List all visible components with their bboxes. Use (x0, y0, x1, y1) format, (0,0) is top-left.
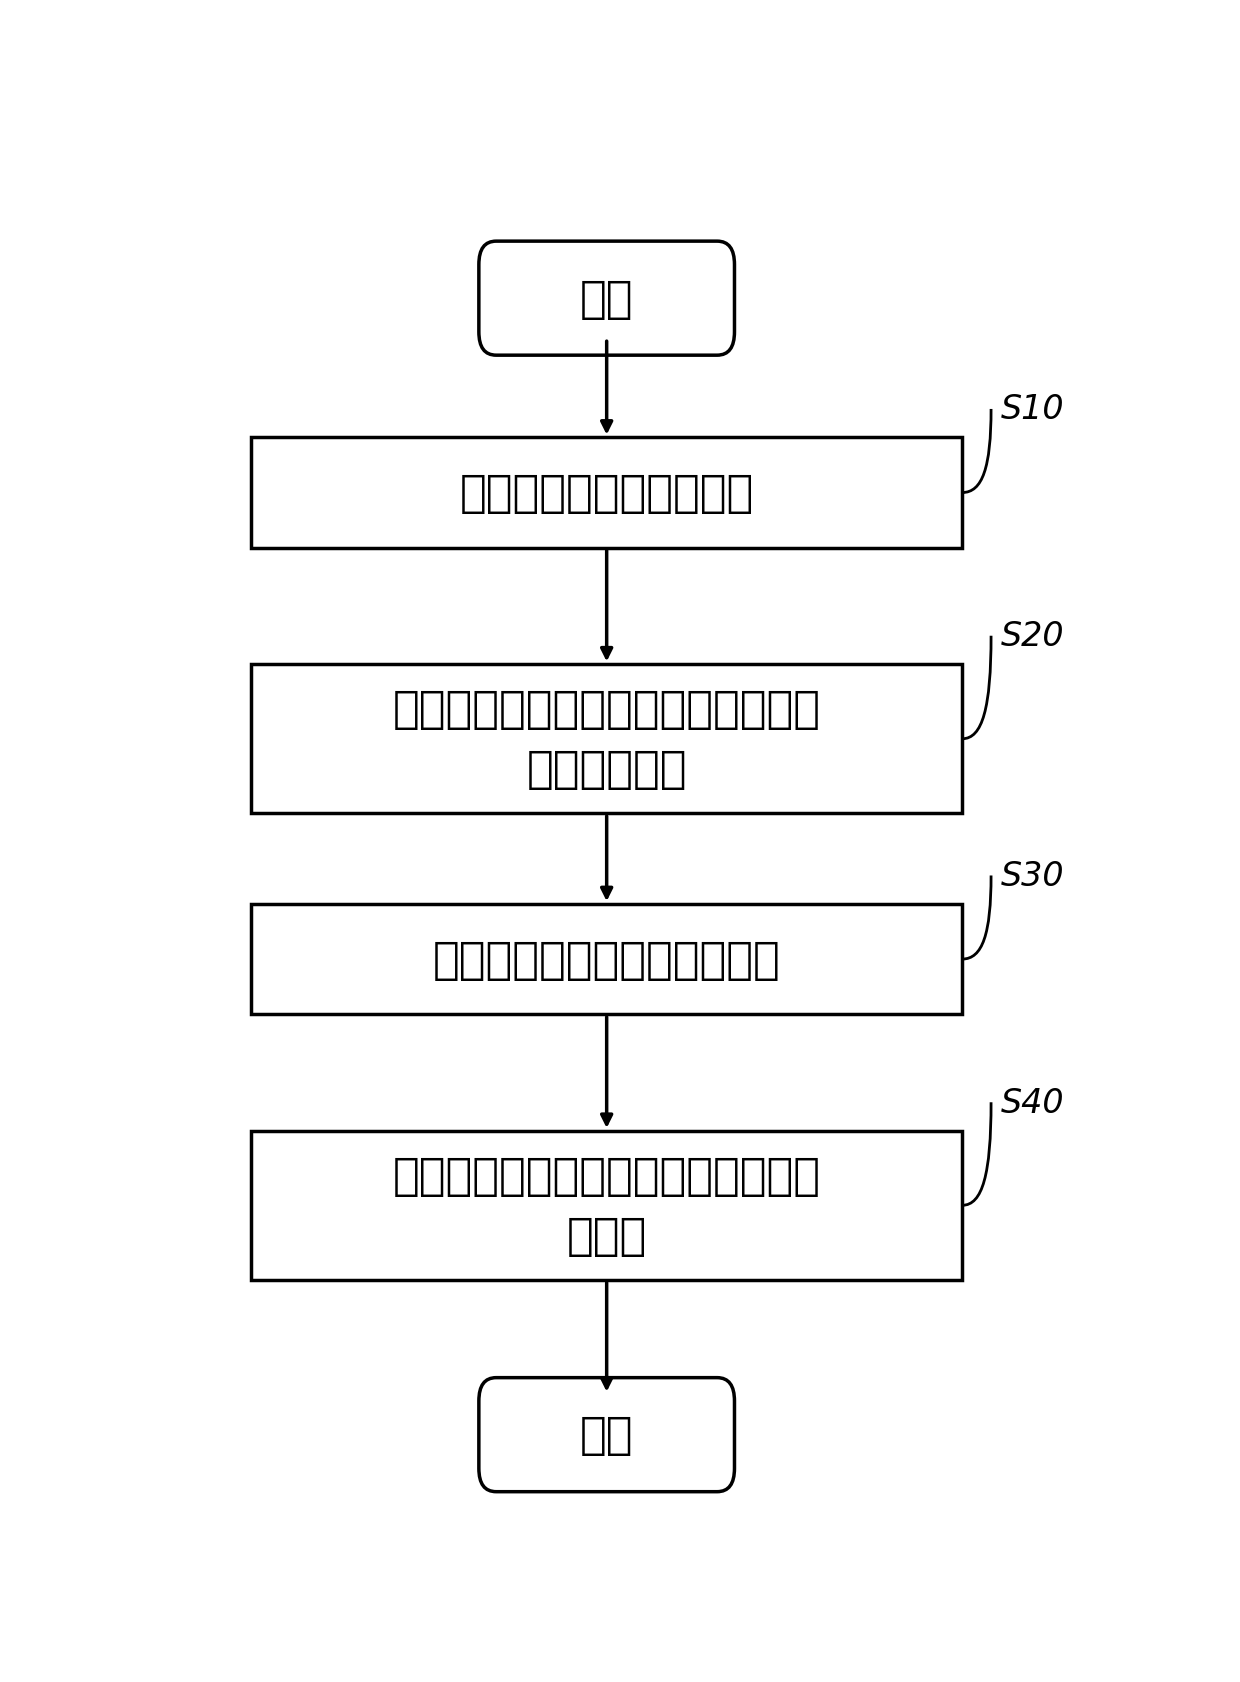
FancyBboxPatch shape (479, 242, 734, 357)
Bar (250, 664, 962, 814)
Text: S30: S30 (1001, 860, 1064, 893)
Bar (250, 905, 962, 1014)
Bar (250, 439, 962, 548)
Bar (250, 1130, 962, 1280)
Text: 结束: 结束 (580, 1413, 634, 1457)
Text: 根据预定规则，进行房间排布: 根据预定规则，进行房间排布 (433, 939, 780, 981)
Text: 开始: 开始 (580, 278, 634, 321)
Text: 根据房间排布结果，生成车站三维建
筑模型: 根据房间排布结果，生成车站三维建 筑模型 (393, 1154, 821, 1256)
Text: S20: S20 (1001, 621, 1064, 653)
Text: 根据车站参数和房间参数生成用于排
布房间的轮廃: 根据车站参数和房间参数生成用于排 布房间的轮廃 (393, 688, 821, 791)
FancyBboxPatch shape (479, 1378, 734, 1492)
Text: 获取车站参数和房间参数: 获取车站参数和房间参数 (460, 471, 754, 515)
Text: S40: S40 (1001, 1087, 1064, 1119)
Text: S10: S10 (1001, 394, 1064, 426)
